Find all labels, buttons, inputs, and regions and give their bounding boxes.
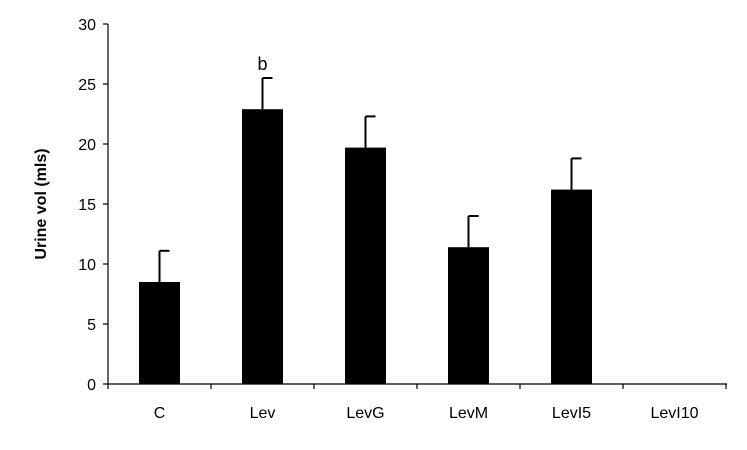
y-tick-label: 10 (78, 257, 96, 274)
bar-levm (448, 247, 489, 384)
bars (139, 109, 592, 384)
category-label-levi5: LevI5 (552, 405, 591, 422)
error-bars (158, 77, 582, 282)
bar-levg (345, 147, 386, 384)
category-label-levm: LevM (449, 405, 488, 422)
category-labels: C Lev LevG LevM LevI5 LevI10 (154, 405, 699, 422)
y-tick-label: 30 (78, 17, 96, 34)
y-tick-label: 20 (78, 137, 96, 154)
x-axis (107, 383, 727, 389)
category-label-lev: Lev (250, 405, 276, 422)
bar-c (139, 282, 180, 384)
category-label-c: C (154, 405, 166, 422)
annotations: b (257, 54, 267, 74)
bar-levi5 (551, 189, 592, 384)
y-tick-label: 25 (78, 77, 96, 94)
y-tick-label: 15 (78, 197, 96, 214)
category-label-levi10: LevI10 (650, 405, 698, 422)
bar-lev (242, 109, 283, 384)
y-tick-label: 5 (87, 317, 96, 334)
y-axis: 0 5 10 15 20 25 30 (78, 17, 109, 394)
y-axis-label: Urine vol (mls) (33, 148, 50, 259)
category-label-levg: LevG (346, 405, 384, 422)
y-tick-label: 0 (87, 377, 96, 394)
annotation-lev: b (257, 54, 267, 74)
